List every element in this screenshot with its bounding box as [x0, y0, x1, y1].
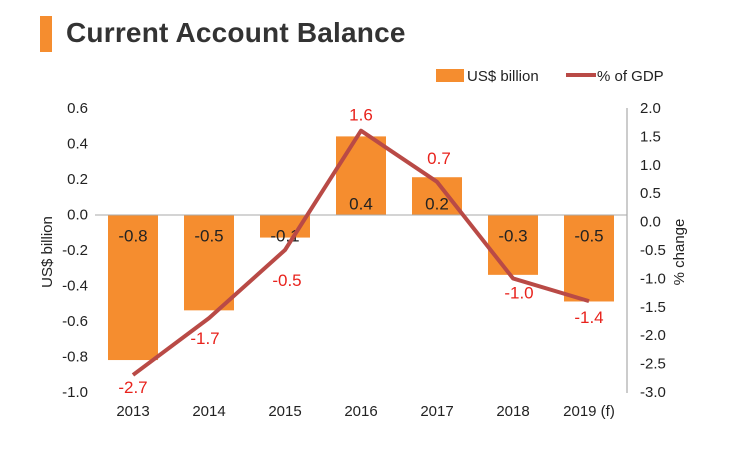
bar: [336, 136, 386, 215]
y-tick-label: -1.0: [62, 384, 88, 401]
y2-tick-label: -2.5: [640, 356, 666, 373]
y2-tick-label: 0.0: [640, 214, 661, 231]
bar-value-label: 0.4: [349, 195, 373, 214]
y-tick-label: 0.4: [67, 136, 88, 153]
bar: [108, 214, 158, 361]
y-tick-label: 0.0: [67, 207, 88, 224]
x-tick-label: 2017: [420, 403, 453, 420]
x-tick-label: 2013: [116, 403, 149, 420]
y2-tick-label: -3.0: [640, 384, 666, 401]
y-axis-label: US$ billion: [39, 216, 56, 288]
line-value-label: -1.7: [190, 329, 219, 348]
line-value-labels: -2.7 -1.7 -0.5 1.6 0.7 -1.0 -1.4: [118, 106, 603, 397]
bar: [488, 214, 538, 275]
y-tick-label: -0.6: [62, 313, 88, 330]
legend-label-bar: US$ billion: [467, 68, 539, 85]
bar-value-label: -0.5: [574, 227, 603, 246]
bar: [564, 214, 614, 302]
line-value-label: 1.6: [349, 106, 373, 125]
bar-value-label: -0.5: [194, 227, 223, 246]
bar-value-label: -0.8: [118, 227, 147, 246]
line-value-label: -1.0: [504, 283, 533, 302]
y2-tick-label: 2.0: [640, 100, 661, 117]
line-value-label: -1.4: [574, 308, 603, 327]
legend-label-line: % of GDP: [597, 68, 664, 85]
x-tick-label: 2015: [268, 403, 301, 420]
bar-value-labels: -0.8 -0.5 -0.10.4 0.2-0.3 -0.5: [118, 195, 603, 246]
bar-value-label: 0.2: [425, 195, 449, 214]
x-tick-label: 2018: [496, 403, 529, 420]
x-tick-label: 2014: [192, 403, 225, 420]
y2-tick-label: -1.5: [640, 299, 666, 316]
x-axis-ticks: 2013 2014 2015 2016 2017 2018 2019 (f): [116, 403, 615, 420]
bars: [108, 136, 614, 361]
title-accent-bar: [40, 16, 52, 52]
right-axis-ticks: 2.0 1.5 1.0 0.5 0.0 -0.5 -1.0 -1.5 -2.0 -2.5 -3.0: [640, 100, 666, 401]
x-tick-label: 2019 (f): [563, 403, 615, 420]
gdp-series-line: [131, 128, 590, 377]
y-tick-label: -0.4: [62, 278, 88, 295]
left-axis-ticks: 0.6 0.4 0.2 0.0 -0.2 -0.4 -0.6 -0.8 -1.0: [62, 100, 88, 401]
y2-tick-label: -0.5: [640, 242, 666, 259]
y-tick-label: 0.2: [67, 171, 88, 188]
line-value-label: 0.7: [427, 149, 451, 168]
y2-tick-label: 1.0: [640, 157, 661, 174]
x-tick-label: 2016: [344, 403, 377, 420]
y2-tick-label: -1.0: [640, 270, 666, 287]
bar: [184, 214, 234, 311]
line-value-label: -0.5: [272, 271, 301, 290]
y-tick-label: -0.8: [62, 349, 88, 366]
chart-title: Current Account Balance: [66, 17, 406, 48]
legend: US$ billion % of GDP: [436, 68, 664, 85]
y2-tick-label: 0.5: [640, 185, 661, 202]
y2-tick-label: -2.0: [640, 327, 666, 344]
line-value-label: -2.7: [118, 378, 147, 397]
y2-tick-label: 1.5: [640, 128, 661, 145]
bar-value-label: -0.3: [498, 227, 527, 246]
legend-swatch-bar: [436, 69, 464, 82]
y2-axis-label: % change: [671, 219, 688, 286]
y-tick-label: -0.2: [62, 242, 88, 259]
y-tick-label: 0.6: [67, 100, 88, 117]
